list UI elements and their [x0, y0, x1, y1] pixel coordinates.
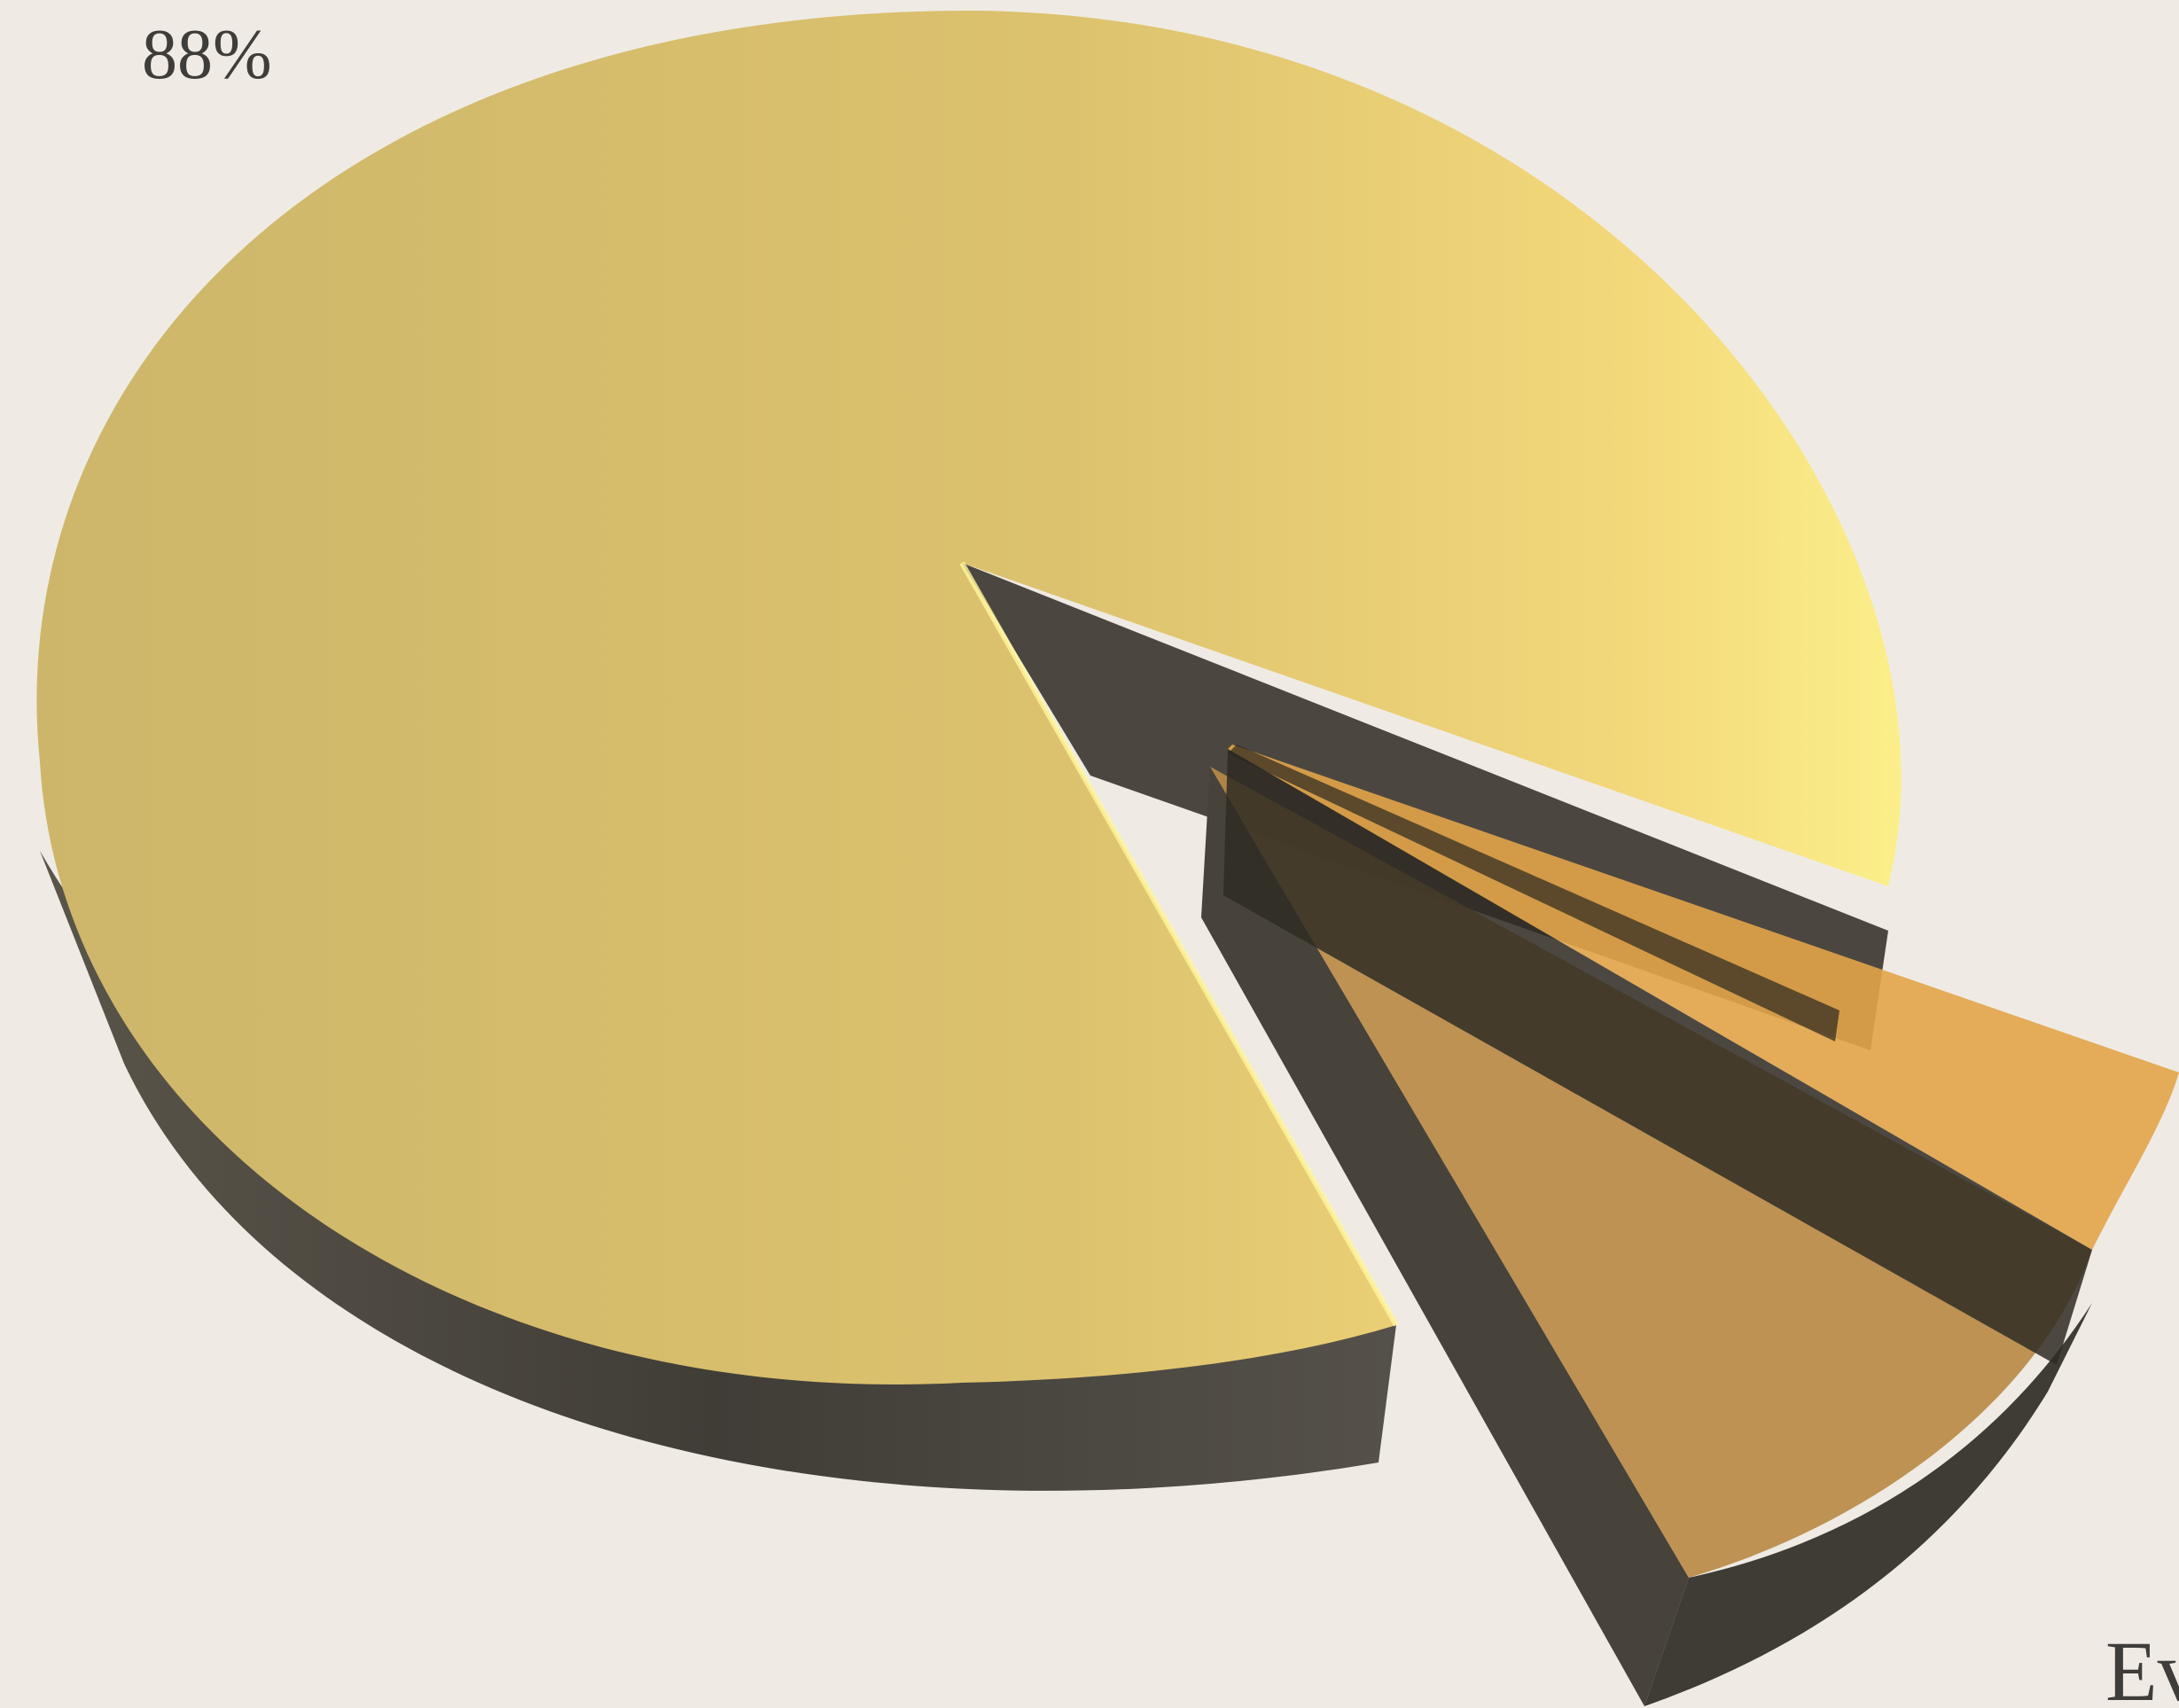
pie-slice-5	[1228, 745, 2179, 1250]
pie-slice-88	[36, 10, 1902, 1385]
pie-slice-7-side	[1201, 767, 1689, 1706]
slice-value-label: 88%	[142, 16, 272, 94]
pie-slice-7-outer-side	[1644, 1303, 2092, 1706]
pie-slice-5-side	[1223, 749, 2092, 1365]
pie-slice-88-side	[40, 851, 1396, 1491]
partial-label: Ev	[2105, 1624, 2179, 1708]
pie-slice-5-inner-band	[1228, 745, 1839, 1041]
pie-slice-88-cut-highlight	[959, 561, 1399, 1327]
